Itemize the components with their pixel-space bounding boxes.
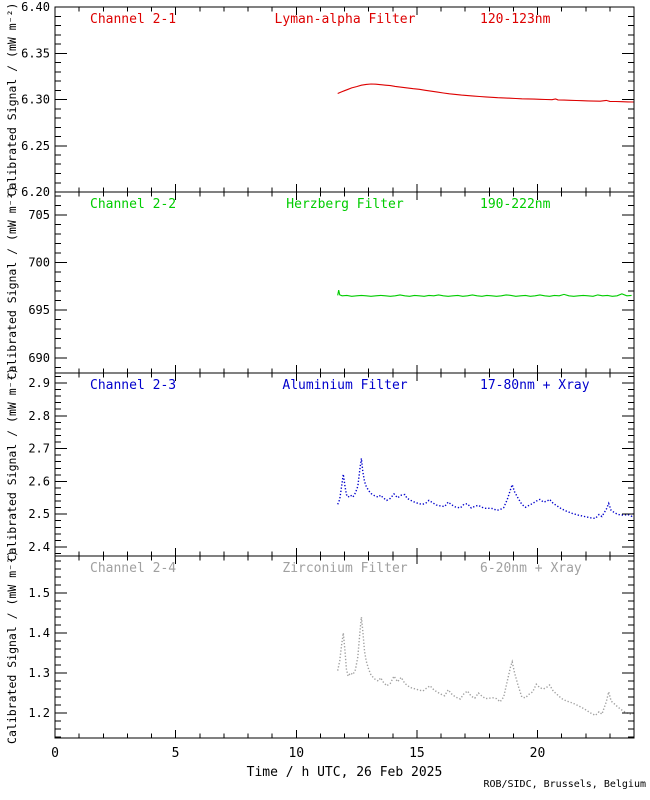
panel-title-channel: Channel 2-4	[90, 561, 176, 576]
y-axis-title: Calibrated Signal / (mW m⁻²)	[5, 368, 19, 562]
y-tick-label: 690	[28, 351, 50, 365]
y-tick-label: 2.6	[28, 474, 50, 488]
y-tick-label: 1.5	[28, 586, 50, 600]
axis-ticks	[54, 556, 634, 738]
series-line	[337, 616, 635, 717]
y-tick-label: 1.2	[28, 706, 50, 720]
panel-title-channel: Channel 2-1	[90, 12, 176, 27]
panel-title-band: 17-80nm + Xray	[480, 378, 590, 393]
y-tick-label: 2.4	[28, 540, 50, 554]
y-tick-label: 1.3	[28, 666, 50, 680]
panel-title-band: 6-20nm + Xray	[480, 561, 582, 576]
y-tick-label: 2.8	[28, 409, 50, 423]
panel-title-band: 190-222nm	[480, 197, 551, 212]
panel-title-band: 120-123nm	[480, 12, 551, 27]
y-tick-label: 2.5	[28, 507, 50, 521]
x-axis-title: Time / h UTC, 26 Feb 2025	[246, 765, 443, 780]
y-tick-label: 6.40	[21, 0, 50, 14]
panel-title-filter: Aluminium Filter	[282, 378, 407, 393]
y-tick-label: 700	[28, 256, 50, 270]
x-tick-label: 5	[172, 746, 180, 761]
series-line	[337, 83, 634, 103]
credit-text: ROB/SIDC, Brussels, Belgium	[483, 779, 646, 790]
x-tick-label: 10	[288, 746, 304, 761]
panel-title-channel: Channel 2-2	[90, 197, 176, 212]
x-tick-label: 20	[530, 746, 546, 761]
y-tick-label: 705	[28, 208, 50, 222]
y-tick-label: 6.20	[21, 185, 50, 199]
y-tick-label: 1.4	[28, 626, 50, 640]
panel-frame	[54, 191, 635, 374]
y-tick-label: 2.7	[28, 442, 50, 456]
y-tick-label: 695	[28, 303, 50, 317]
panel-frame	[54, 372, 635, 557]
panel-channel-2-1: 6.20 6.25 6.30 6.35 6.40 Channel 2-1 Lyman-alp…	[5, 0, 635, 199]
panel-title-filter: Herzberg Filter	[286, 197, 404, 212]
panel-title-filter: Zirconium Filter	[282, 561, 407, 576]
y-tick-label: 6.35	[21, 46, 50, 60]
y-tick-label: 6.25	[21, 139, 50, 153]
y-axis-title: Calibrated Signal / (mW m⁻²)	[5, 186, 19, 380]
y-tick-label: 6.30	[21, 93, 50, 107]
panel-channel-2-3: 2.4 2.5 2.6 2.7 2.8 2.9 Channel 2-3 Aluminium F…	[5, 368, 635, 562]
y-tick-label: 2.9	[28, 376, 50, 390]
axis-ticks	[54, 192, 634, 373]
panel-channel-2-2: 690 695 700 705 Channel 2-2 Herzberg Filter 19…	[5, 186, 635, 380]
x-tick-label: 0	[51, 746, 59, 761]
axis-ticks	[54, 6, 634, 193]
y-axis-title: Calibrated Signal / (mW m⁻²)	[5, 550, 19, 744]
series-line	[337, 289, 632, 297]
x-tick-label: 15	[409, 746, 425, 761]
panel-title-channel: Channel 2-3	[90, 378, 176, 393]
y-axis-title: Calibrated Signal / (mW m⁻²)	[5, 3, 19, 197]
axis-ticks	[54, 373, 634, 556]
panel-title-filter: Lyman-alpha Filter	[275, 12, 416, 27]
series-line	[337, 458, 635, 520]
panel-channel-2-4: 1.2 1.3 1.4 1.5 Channel 2-4 Zirconium Filter 6…	[5, 550, 635, 761]
